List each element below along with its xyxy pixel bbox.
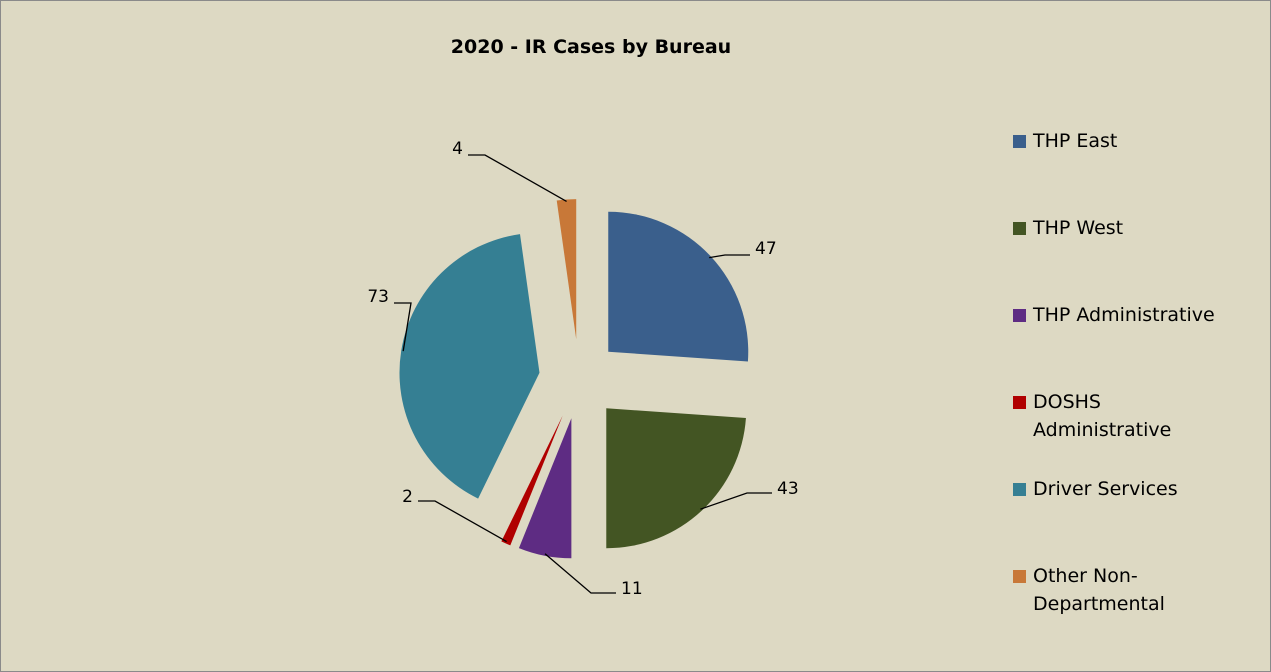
data-label: 43 bbox=[777, 479, 799, 499]
leader-line bbox=[700, 492, 772, 510]
legend-swatch bbox=[1013, 483, 1026, 496]
legend-item: THP West bbox=[1013, 214, 1223, 242]
legend-label: THP Administrative bbox=[1033, 304, 1215, 326]
data-label: 4 bbox=[452, 139, 463, 159]
legend-label: THP West bbox=[1033, 217, 1124, 239]
legend-label: DOSHS Administrative bbox=[1033, 391, 1172, 441]
legend-item: THP East bbox=[1013, 127, 1223, 155]
leader-line bbox=[544, 553, 616, 594]
legend-swatch bbox=[1013, 222, 1026, 235]
leader-line bbox=[394, 302, 412, 352]
pie-slice bbox=[556, 199, 577, 340]
leader-line bbox=[709, 254, 750, 259]
legend-item: Driver Services bbox=[1013, 475, 1223, 503]
chart-title: 2020 - IR Cases by Bureau bbox=[451, 36, 731, 58]
pie-slice bbox=[399, 234, 540, 499]
pie-slice bbox=[518, 418, 572, 559]
legend-item: DOSHS Administrative bbox=[1013, 388, 1223, 444]
leader-line bbox=[468, 154, 567, 202]
legend-swatch bbox=[1013, 309, 1026, 322]
pie-slice bbox=[606, 408, 746, 549]
legend-swatch bbox=[1013, 135, 1026, 148]
legend-swatch bbox=[1013, 570, 1026, 583]
legend-item: Other Non-Departmental bbox=[1013, 562, 1223, 618]
legend-label: THP East bbox=[1033, 130, 1118, 152]
data-label: 47 bbox=[755, 239, 777, 259]
pie-slice bbox=[608, 211, 749, 362]
legend-swatch bbox=[1013, 396, 1026, 409]
legend-label: Other Non-Departmental bbox=[1033, 565, 1165, 615]
legend-item: THP Administrative bbox=[1013, 301, 1223, 329]
data-label: 73 bbox=[367, 287, 389, 307]
data-label: 11 bbox=[621, 579, 643, 599]
pie-slice bbox=[501, 415, 563, 546]
leader-line bbox=[418, 500, 507, 543]
legend-label: Driver Services bbox=[1033, 478, 1178, 500]
data-label: 2 bbox=[402, 487, 413, 507]
